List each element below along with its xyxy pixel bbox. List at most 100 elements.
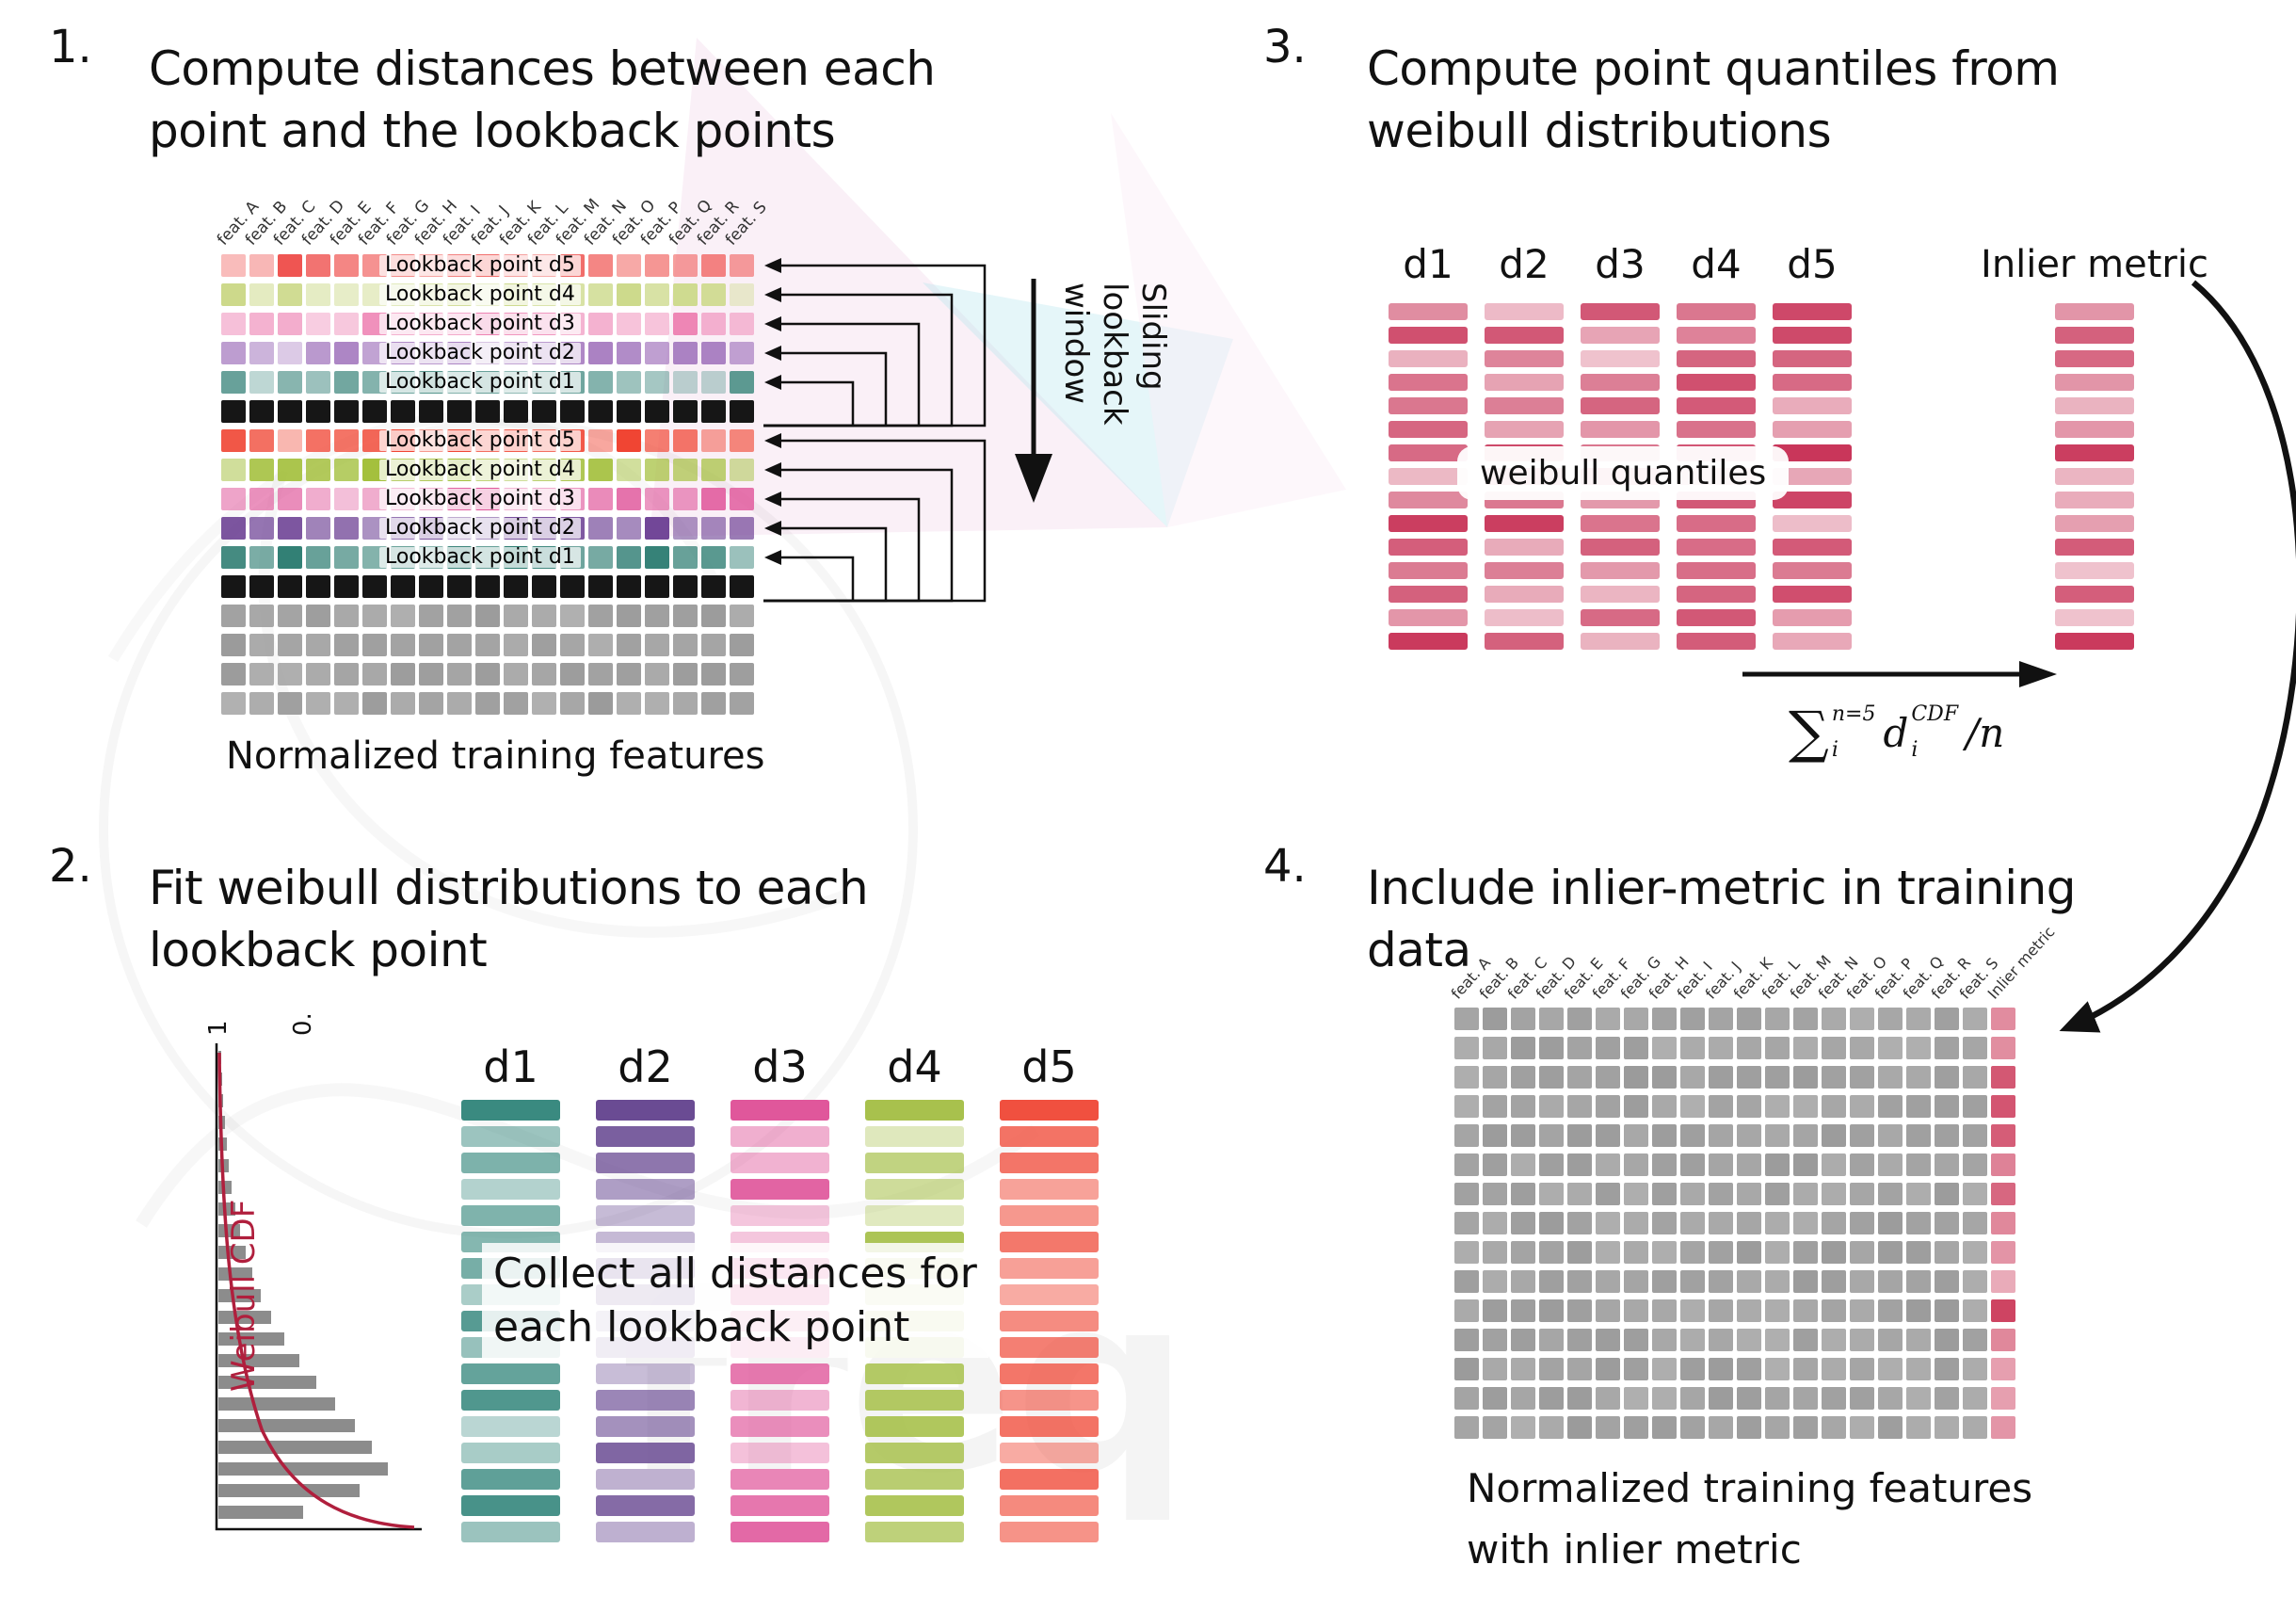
grid-cell <box>447 663 472 686</box>
grid-cell <box>1850 1329 1874 1351</box>
grid-cell <box>278 283 302 306</box>
grid-cell <box>504 692 528 715</box>
plot-axes <box>215 1043 422 1531</box>
grid-cell <box>1483 1358 1507 1380</box>
grid-cell <box>1709 1037 1733 1059</box>
grid-cell <box>645 400 669 423</box>
grid-cell <box>249 342 274 364</box>
grid-cell <box>334 313 359 335</box>
grid-cell <box>249 459 274 481</box>
grid-cell <box>1906 1416 1931 1439</box>
grid-cell <box>1680 1270 1705 1293</box>
inlier-metric-cell <box>1991 1416 2015 1439</box>
grid-cell <box>1737 1358 1761 1380</box>
grid-cell <box>560 400 585 423</box>
grid-cell <box>1737 1124 1761 1147</box>
distance-bar <box>865 1126 964 1147</box>
grid-cell <box>1709 1416 1733 1439</box>
grid-cell <box>1850 1212 1874 1234</box>
grid-row <box>1454 1183 2029 1205</box>
grid-cell <box>532 575 556 598</box>
quantile-bar <box>1677 515 1756 532</box>
grid-cell <box>1624 1270 1648 1293</box>
grid-cell <box>673 342 698 364</box>
quantile-column-headers: d1 d2 d3 d4 d5 <box>1389 241 1953 298</box>
grid-cell <box>334 546 359 569</box>
grid-cell <box>701 459 726 481</box>
grid-cell <box>1511 1299 1535 1322</box>
grid-cell <box>673 663 698 686</box>
variable-subscript: i <box>1911 738 1919 762</box>
grid-cell <box>306 342 330 364</box>
grid-cell <box>1652 1387 1677 1410</box>
histogram-bar <box>218 1506 303 1519</box>
histogram-bar <box>218 1202 235 1216</box>
grid-row <box>1454 1008 2029 1030</box>
grid-cell <box>362 400 387 423</box>
grid-cell <box>1539 1329 1564 1351</box>
grid-cell <box>221 400 246 423</box>
grid-cell <box>673 634 698 656</box>
grid-cell <box>673 692 698 715</box>
grid-cell <box>1709 1183 1733 1205</box>
grid-cell <box>1737 1270 1761 1293</box>
grid-cell <box>249 663 274 686</box>
grid-cell <box>645 634 669 656</box>
distance-bar <box>1000 1311 1099 1331</box>
grid-cell <box>1906 1066 1931 1089</box>
grid-cell <box>1935 1095 1959 1118</box>
histogram-bar <box>218 1246 246 1259</box>
distance-bar <box>865 1469 964 1490</box>
grid-cell <box>391 692 415 715</box>
quantile-bar <box>1773 303 1852 320</box>
grid-cell <box>447 400 472 423</box>
distance-column <box>1000 1100 1099 1552</box>
quantile-bar <box>1485 303 1564 320</box>
grid-cell <box>278 254 302 277</box>
distance-bar <box>1000 1179 1099 1200</box>
distance-bar <box>865 1416 964 1437</box>
distance-column-header: d3 <box>752 1041 808 1092</box>
distance-bar <box>731 1443 829 1463</box>
inlier-metric-cell <box>1991 1387 2015 1410</box>
grid-cell <box>1935 1008 1959 1030</box>
grid-cell <box>673 254 698 277</box>
distance-bar <box>1000 1469 1099 1490</box>
grid-cell <box>1567 1037 1592 1059</box>
grid-cell <box>334 342 359 364</box>
grid-cell <box>1483 1299 1507 1322</box>
quantile-bar <box>1581 586 1660 603</box>
grid-cell <box>1511 1270 1535 1293</box>
distance-bar <box>731 1153 829 1173</box>
inlier-training-caption: Normalized training features with inlier… <box>1467 1458 2032 1580</box>
grid-cell <box>1709 1153 1733 1176</box>
grid-cell <box>617 313 641 335</box>
histogram-bar <box>218 1462 388 1476</box>
histogram-bar <box>218 1311 271 1324</box>
grid-cell <box>1680 1387 1705 1410</box>
grid-cell <box>1793 1183 1818 1205</box>
distance-bar <box>865 1443 964 1463</box>
grid-cell <box>1652 1299 1677 1322</box>
grid-cell <box>1822 1183 1846 1205</box>
grid-cell <box>730 575 754 598</box>
grid-cell <box>1511 1124 1535 1147</box>
grid-cell <box>1822 1329 1846 1351</box>
quantile-column <box>1485 303 1564 661</box>
distance-variable: d <box>1883 709 1909 756</box>
inlier-metric-cell <box>1991 1299 2015 1322</box>
grid-cell <box>362 634 387 656</box>
grid-cell <box>249 605 274 627</box>
grid-cell <box>730 634 754 656</box>
grid-cell <box>334 517 359 540</box>
grid-cell <box>1624 1329 1648 1351</box>
step-3-title-line1: Compute point quantiles from <box>1367 41 2060 96</box>
grid-cell <box>1737 1241 1761 1264</box>
grid-cell <box>588 342 613 364</box>
grid-cell <box>645 313 669 335</box>
distance-bar <box>461 1469 560 1490</box>
grid-cell <box>673 488 698 510</box>
inlier-metric-cell <box>1991 1270 2015 1293</box>
grid-cell <box>1596 1066 1620 1089</box>
